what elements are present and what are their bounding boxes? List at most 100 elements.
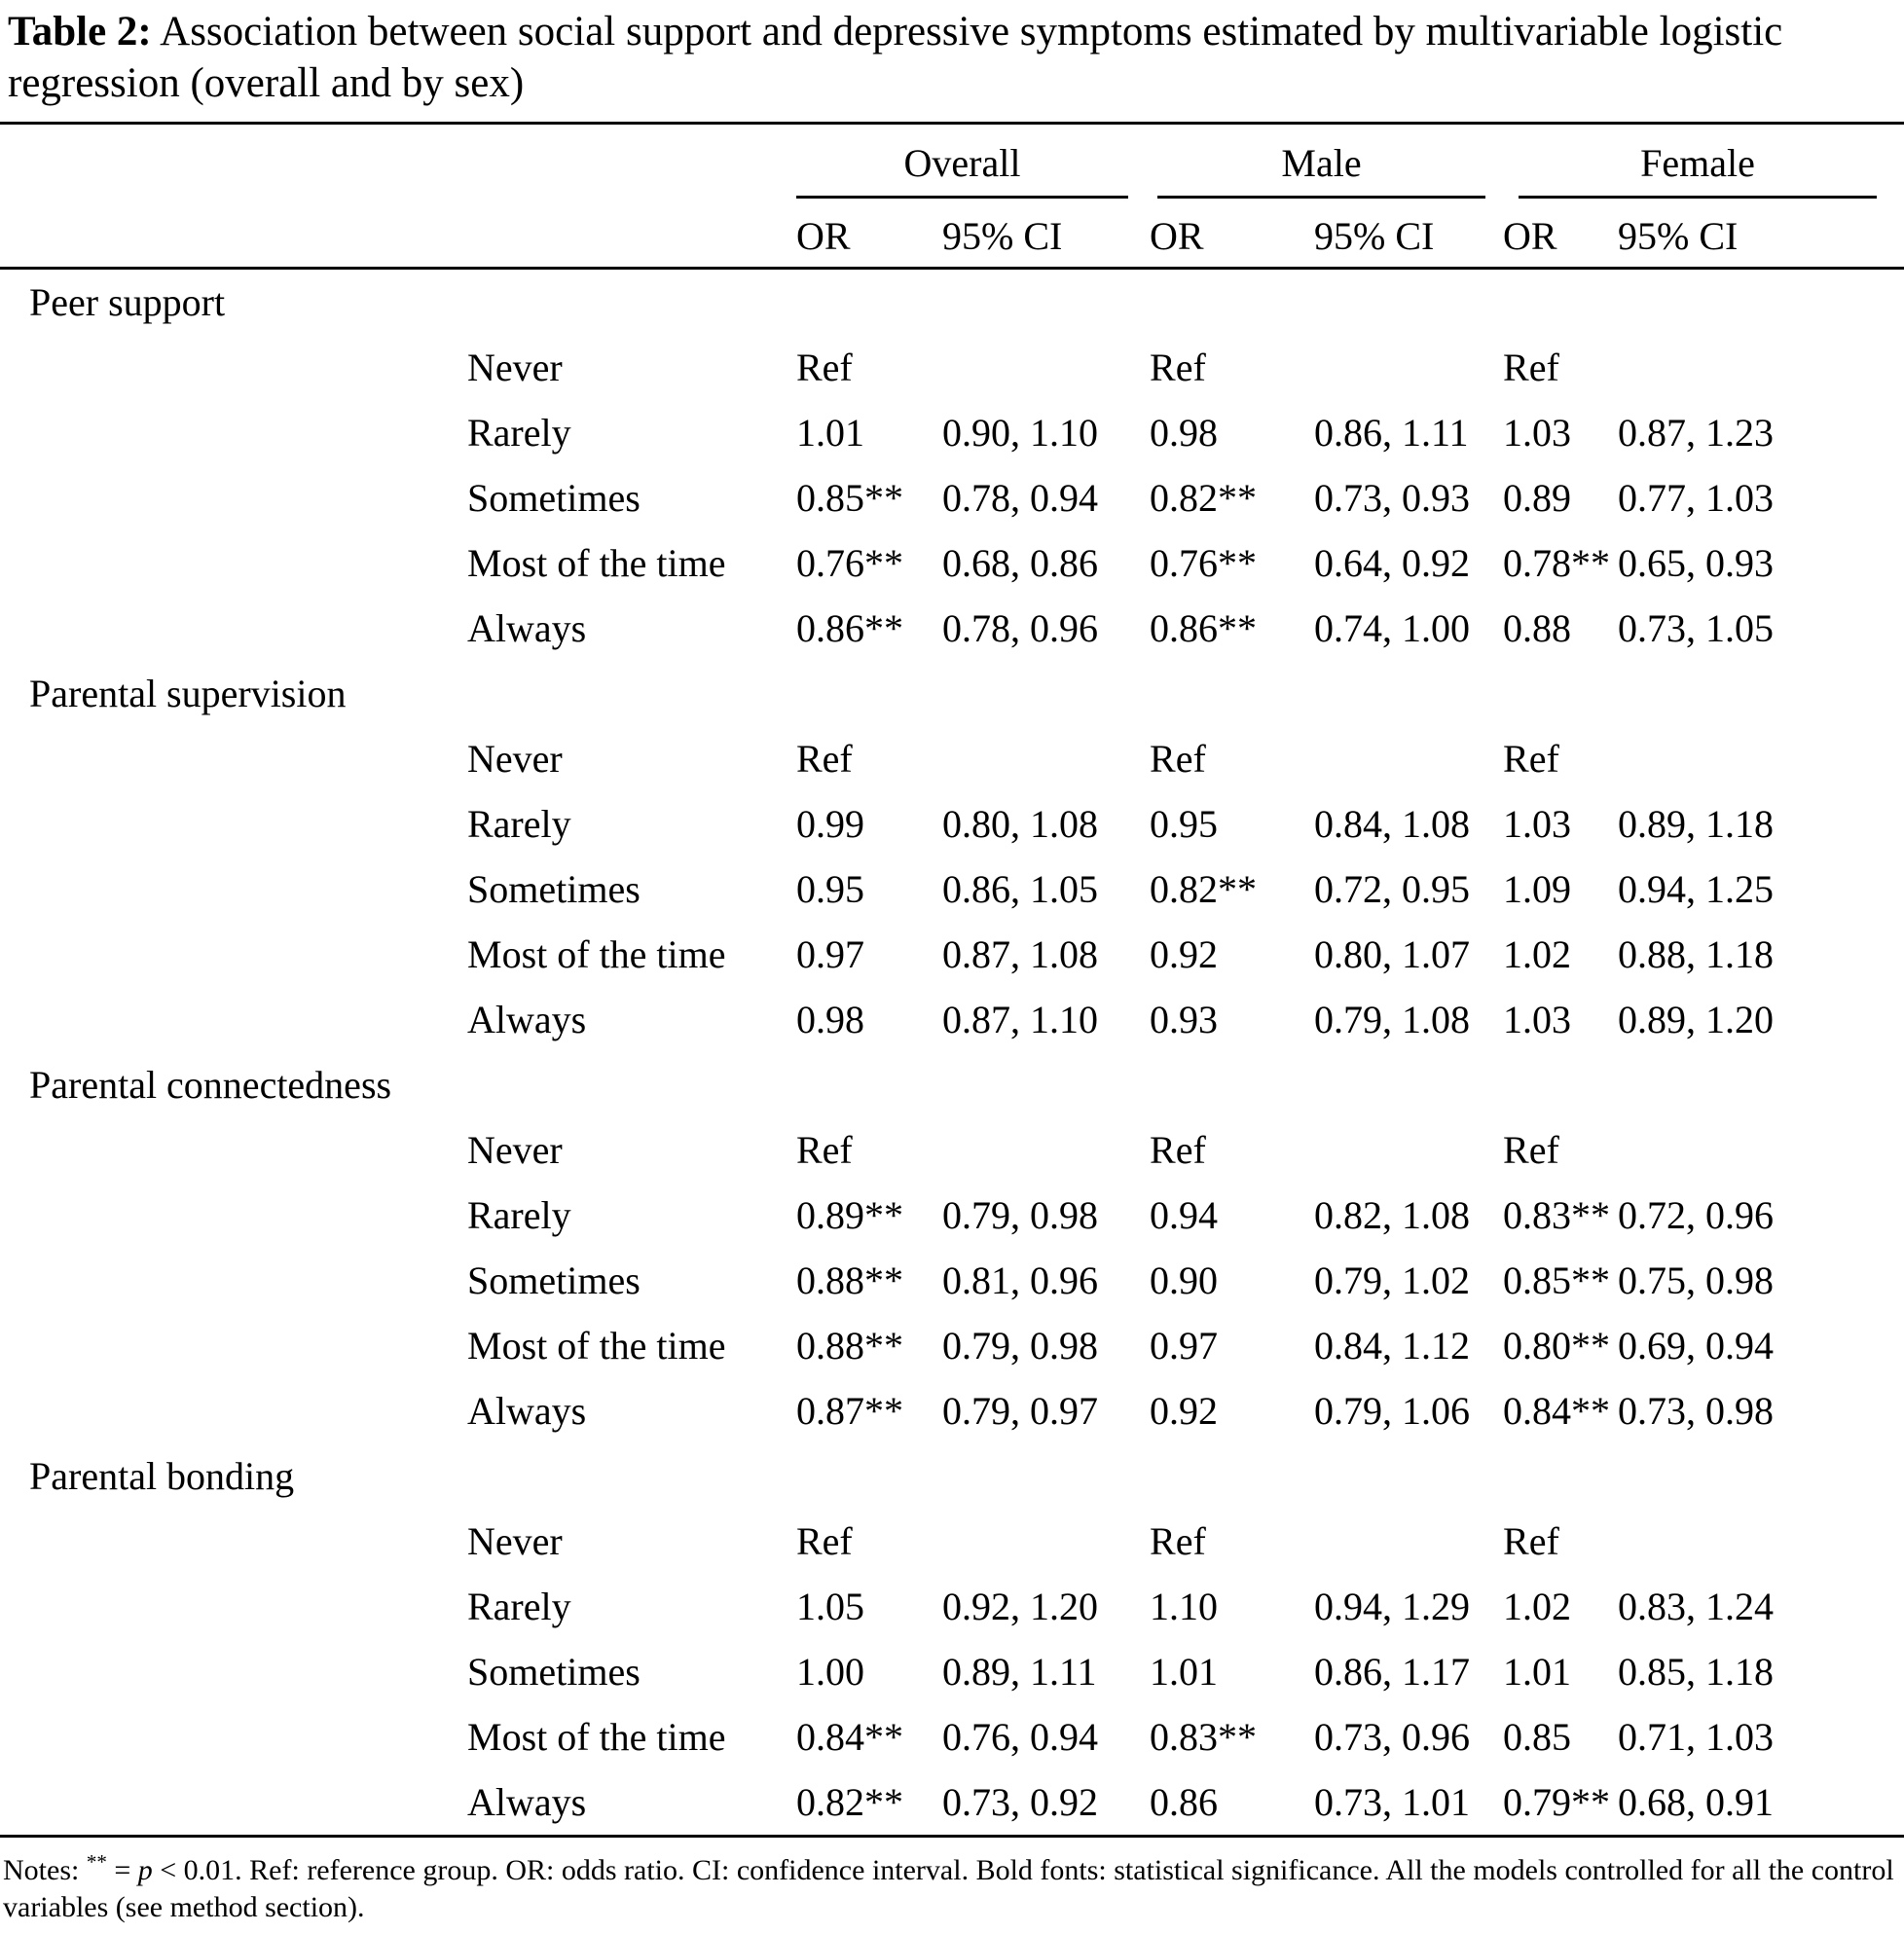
or-value-cell: Ref bbox=[796, 1519, 853, 1563]
ci-value-cell bbox=[1314, 1509, 1503, 1574]
ci-value-cell bbox=[942, 1509, 1150, 1574]
table-row: Always 0.86** 0.78, 0.96 0.86** 0.74, 1.00 0.… bbox=[0, 596, 1904, 661]
or-value-cell: 1.02 bbox=[1503, 932, 1572, 976]
table-row: Rarely 0.89** 0.79, 0.98 0.94 0.82, 1.08 0.83… bbox=[0, 1183, 1904, 1248]
spacer-cell bbox=[0, 1313, 467, 1378]
ci-value-cell: 0.75, 0.98 bbox=[1618, 1258, 1775, 1302]
or-value-cell: 0.87** bbox=[796, 1389, 903, 1433]
ci-value-cell: 0.73, 0.92 bbox=[942, 1780, 1098, 1824]
ci-value-cell: 0.87, 1.23 bbox=[1618, 411, 1775, 455]
table-row: Always 0.98 0.87, 1.10 0.93 0.79, 1.08 1.03 0.… bbox=[0, 987, 1904, 1052]
or-value-cell: 0.83** bbox=[1503, 1193, 1611, 1237]
ci-value-cell: 0.86, 1.11 bbox=[1314, 411, 1469, 455]
subheader-row: OR 95% CI OR 95% CI OR 95% CI bbox=[0, 199, 1904, 270]
category-cell: Most of the time bbox=[467, 541, 726, 585]
section-header-row: Parental supervision bbox=[0, 661, 1904, 726]
category-cell: Never bbox=[467, 737, 563, 781]
or-value-cell: 0.85** bbox=[1503, 1258, 1611, 1302]
or-header-male: OR bbox=[1150, 199, 1315, 270]
ci-value-cell bbox=[1314, 1117, 1503, 1183]
section-label: Parental supervision bbox=[29, 672, 347, 715]
spacer-cell bbox=[0, 1639, 467, 1704]
or-value-cell: 0.97 bbox=[1150, 1324, 1219, 1368]
ci-value-cell: 0.71, 1.03 bbox=[1618, 1715, 1775, 1759]
ci-value-cell: 0.79, 0.97 bbox=[942, 1389, 1098, 1433]
column-group-label-overall: Overall bbox=[796, 136, 1129, 199]
ci-value-cell: 0.80, 1.08 bbox=[942, 802, 1098, 846]
or-value-cell: 1.01 bbox=[1150, 1650, 1219, 1694]
spacer-cell bbox=[0, 987, 467, 1052]
table-row: Sometimes 0.95 0.86, 1.05 0.82** 0.72, 0.95 1… bbox=[0, 857, 1904, 922]
ci-value-cell bbox=[1618, 335, 1904, 400]
category-cell: Never bbox=[467, 1128, 563, 1172]
spacer-cell bbox=[0, 1117, 467, 1183]
ci-value-cell: 0.68, 0.91 bbox=[1618, 1780, 1775, 1824]
or-value-cell: 0.80** bbox=[1503, 1324, 1611, 1368]
table-row: Never Ref Ref Ref bbox=[0, 1509, 1904, 1574]
table-row: Sometimes 0.85** 0.78, 0.94 0.82** 0.73, 0.9… bbox=[0, 465, 1904, 530]
ci-value-cell bbox=[1618, 1509, 1904, 1574]
ci-header-male: 95% CI bbox=[1314, 199, 1504, 270]
or-value-cell: 0.95 bbox=[796, 867, 864, 911]
table-row: Most of the time 0.84** 0.76, 0.94 0.83** 0.… bbox=[0, 1704, 1904, 1769]
spacer-cell bbox=[0, 1509, 467, 1574]
spacer-cell bbox=[0, 726, 467, 791]
category-cell: Sometimes bbox=[467, 867, 641, 911]
or-value-cell: 0.86 bbox=[1150, 1780, 1219, 1824]
spacer-cell bbox=[0, 596, 467, 661]
or-value-cell: 0.89 bbox=[1503, 476, 1572, 520]
ci-value-cell: 0.74, 1.00 bbox=[1314, 606, 1471, 650]
spacer-cell bbox=[0, 400, 467, 465]
category-cell: Sometimes bbox=[467, 476, 641, 520]
spacer-cell bbox=[0, 1769, 467, 1837]
section-header-row: Parental bonding bbox=[0, 1443, 1904, 1509]
or-value-cell: Ref bbox=[796, 737, 853, 781]
table-body: Peer support Never Ref Ref Ref Rarely 1.01 0.90… bbox=[0, 269, 1904, 1837]
or-value-cell: Ref bbox=[796, 1128, 853, 1172]
ci-value-cell bbox=[1618, 1117, 1904, 1183]
table-row: Sometimes 1.00 0.89, 1.11 1.01 0.86, 1.17 1.0… bbox=[0, 1639, 1904, 1704]
or-value-cell: 0.76** bbox=[796, 541, 903, 585]
table-row: Rarely 1.05 0.92, 1.20 1.10 0.94, 1.29 1.02 0.… bbox=[0, 1574, 1904, 1639]
ci-value-cell: 0.87, 1.08 bbox=[942, 932, 1098, 976]
or-value-cell: 0.84** bbox=[796, 1715, 903, 1759]
ci-value-cell: 0.92, 1.20 bbox=[942, 1585, 1098, 1628]
or-value-cell: 1.01 bbox=[796, 411, 864, 455]
notes-p-symbol: p bbox=[137, 1854, 153, 1886]
or-value-cell: 0.86** bbox=[1150, 606, 1258, 650]
or-value-cell: 0.94 bbox=[1150, 1193, 1219, 1237]
ci-value-cell: 0.73, 0.93 bbox=[1314, 476, 1471, 520]
spacer-cell bbox=[0, 1248, 467, 1313]
category-cell: Always bbox=[467, 1389, 587, 1433]
ci-value-cell: 0.79, 1.02 bbox=[1314, 1258, 1471, 1302]
table-row: Never Ref Ref Ref bbox=[0, 335, 1904, 400]
or-value-cell: Ref bbox=[1503, 737, 1559, 781]
empty-cell bbox=[467, 199, 796, 270]
category-cell: Rarely bbox=[467, 1193, 571, 1237]
spacer-cell bbox=[0, 1574, 467, 1639]
table-row: Never Ref Ref Ref bbox=[0, 1117, 1904, 1183]
category-cell: Sometimes bbox=[467, 1258, 641, 1302]
spacer-cell bbox=[0, 1704, 467, 1769]
table-title-label: Table 2: bbox=[8, 9, 152, 55]
ci-value-cell bbox=[1314, 335, 1503, 400]
ci-value-cell: 0.77, 1.03 bbox=[1618, 476, 1775, 520]
ci-header-overall: 95% CI bbox=[942, 199, 1151, 270]
or-value-cell: 0.99 bbox=[796, 802, 864, 846]
category-cell: Rarely bbox=[467, 411, 571, 455]
table-row: Rarely 0.99 0.80, 1.08 0.95 0.84, 1.08 1.03 0.… bbox=[0, 791, 1904, 857]
or-value-cell: Ref bbox=[796, 346, 853, 389]
table-title-text: Association between social support and d… bbox=[8, 9, 1783, 106]
column-group-label-female: Female bbox=[1519, 136, 1878, 199]
spacer-cell bbox=[0, 1378, 467, 1443]
ci-value-cell bbox=[942, 726, 1150, 791]
category-cell: Most of the time bbox=[467, 1715, 726, 1759]
table-notes: Notes: ** = p < 0.01. Ref: reference gro… bbox=[0, 1838, 1904, 1926]
table-title: Table 2: Association between social supp… bbox=[0, 0, 1904, 122]
or-value-cell: Ref bbox=[1503, 346, 1559, 389]
or-value-cell: 0.82** bbox=[1150, 476, 1258, 520]
ci-value-cell: 0.79, 1.06 bbox=[1314, 1389, 1471, 1433]
or-value-cell: 0.95 bbox=[1150, 802, 1219, 846]
or-value-cell: 0.98 bbox=[1150, 411, 1219, 455]
table-row: Most of the time 0.97 0.87, 1.08 0.92 0.80, … bbox=[0, 922, 1904, 987]
